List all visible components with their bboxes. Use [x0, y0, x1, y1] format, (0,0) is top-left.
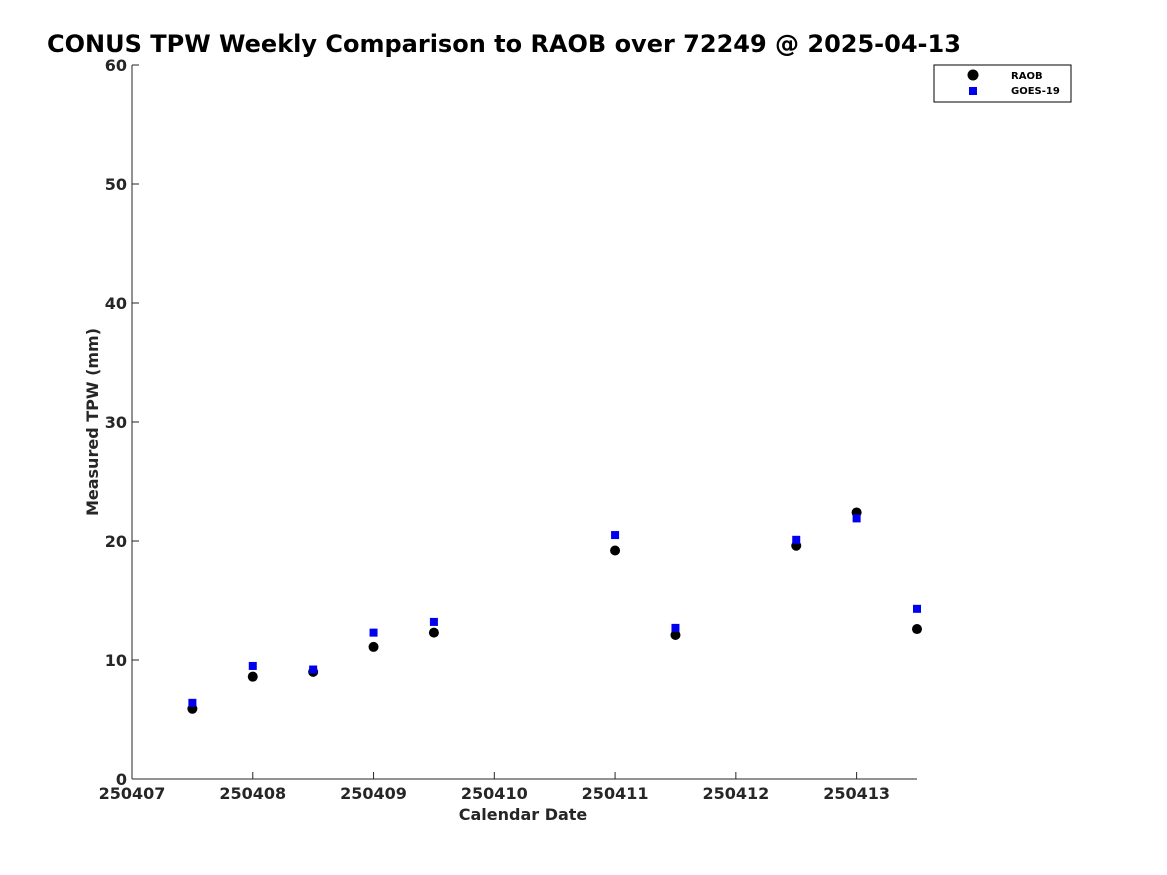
goes19-point: [369, 628, 378, 637]
raob-point: [912, 624, 922, 635]
legend-box: [933, 64, 1072, 103]
y-tick-label: 50: [105, 175, 127, 194]
goes19-point: [611, 531, 620, 540]
raob-point: [247, 671, 258, 682]
raob-point: [428, 627, 439, 638]
goes19-point: [309, 665, 318, 674]
x-tick-label: 250407: [99, 784, 166, 803]
x-tick-label: 250411: [582, 784, 649, 803]
y-tick-label: 30: [105, 413, 127, 432]
raob-point: [610, 545, 621, 556]
x-tick-label: 250412: [702, 784, 769, 803]
y-tick-label: 0: [116, 770, 127, 789]
x-tick-label: 250409: [340, 784, 407, 803]
goes19-point: [429, 617, 438, 626]
legend: RAOB GOES-19: [933, 64, 1072, 103]
raob-point: [368, 641, 379, 652]
y-axis-label: Measured TPW (mm): [83, 328, 102, 516]
legend-goes-label: GOES-19: [1011, 86, 1060, 97]
x-tick-label: 250408: [219, 784, 286, 803]
goes19-point: [188, 698, 197, 707]
ticks: 0 10 20 30 40 50 60 250407 250408 250409 250410 250…: [99, 56, 890, 803]
legend-goes-marker: [969, 87, 977, 95]
raob-point: [670, 630, 681, 641]
legend-raob-marker: [967, 69, 979, 81]
goes19-point: [248, 661, 257, 670]
data-points: [187, 507, 922, 714]
y-tick-label: 20: [105, 532, 127, 551]
legend-raob-label: RAOB: [1011, 71, 1043, 82]
goes19-point: [852, 514, 861, 523]
goes19-point: [792, 535, 801, 544]
axes: [131, 65, 917, 780]
goes19-point: [671, 623, 680, 632]
y-tick-label: 60: [105, 56, 127, 75]
y-tick-label: 40: [105, 294, 127, 313]
y-tick-label: 10: [105, 651, 127, 670]
x-tick-label: 250410: [461, 784, 528, 803]
x-axis-label: Calendar Date: [459, 805, 588, 824]
x-tick-label: 250413: [823, 784, 890, 803]
chart-title: CONUS TPW Weekly Comparison to RAOB over…: [47, 30, 961, 58]
goes19-point: [913, 604, 921, 613]
